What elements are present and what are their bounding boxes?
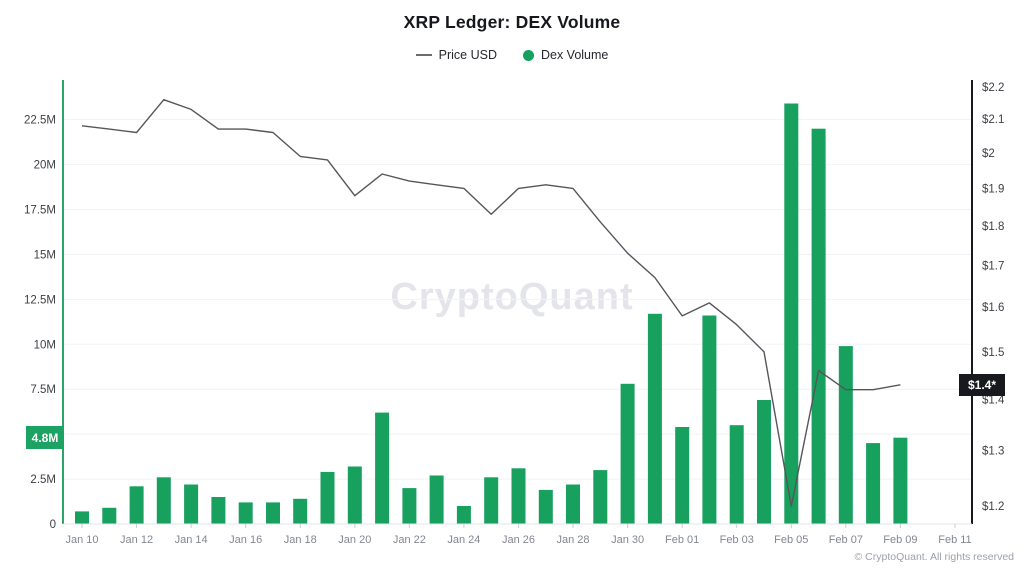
left-axis-tick-label: 20M (34, 160, 56, 172)
x-tick-label: Jan 20 (338, 534, 371, 546)
volume-bar (238, 502, 253, 524)
legend: Price USD Dex Volume (0, 48, 1024, 62)
volume-bar (456, 506, 471, 524)
price-line (81, 98, 901, 507)
x-tick-label: Feb 11 (938, 534, 971, 546)
right-axis-tick-label: $2 (982, 148, 995, 160)
line-swatch-icon (415, 54, 432, 56)
dot-swatch-icon (522, 49, 534, 61)
x-tick-label: Jan 26 (502, 534, 535, 546)
current-price-badge: $1.4* (959, 374, 1005, 396)
volume-bar (347, 466, 362, 524)
x-tick-label: Jan 24 (447, 534, 480, 546)
volume-bar (866, 443, 881, 524)
x-tick-label: Jan 18 (284, 534, 317, 546)
x-tick-label: Jan 30 (611, 534, 644, 546)
right-axis-tick-label: $1.9 (982, 183, 1004, 195)
volume-bar (784, 103, 799, 524)
left-axis-tick-label: 17.5M (24, 205, 56, 217)
volume-bar (266, 502, 280, 524)
right-axis-tick-label: $1.2 (982, 501, 1004, 513)
copyright: © CryptoQuant. All rights reserved (854, 551, 1014, 563)
volume-bar (184, 484, 199, 524)
volume-bar (675, 427, 690, 524)
left-axis-tick-label: 12.5M (24, 294, 56, 306)
volume-bar (729, 425, 744, 524)
volume-bar (102, 507, 117, 524)
left-axis-tick-label: 10M (34, 339, 56, 351)
left-axis-tick-label: 22.5M (24, 115, 56, 127)
volume-bar (593, 470, 608, 524)
left-axis-tick-label: 15M (34, 249, 56, 261)
x-tick-label: Jan 10 (65, 534, 98, 546)
right-axis-tick-label: $2.2 (982, 82, 1004, 94)
volume-bar (620, 383, 635, 524)
watermark: CryptoQuant (390, 276, 634, 318)
legend-label-price: Price USD (438, 48, 497, 62)
legend-label-volume: Dex Volume (540, 48, 609, 62)
right-axis-tick-label: $1.6 (982, 302, 1004, 314)
volume-bar (375, 412, 390, 524)
volume-bar (320, 471, 335, 524)
current-volume-badge: 4.8M (26, 426, 64, 449)
x-tick-label: Feb 05 (774, 534, 808, 546)
right-axis-tick-label: $1.7 (982, 260, 1004, 272)
x-tick-label: Feb 09 (883, 534, 917, 546)
left-axis-tick-label: 2.5M (30, 474, 56, 486)
right-axis-tick-label: $1.4 (982, 394, 1005, 406)
volume-bar (811, 128, 826, 524)
left-axis-tick-label: 7.5M (30, 384, 56, 396)
legend-item-volume[interactable]: Dex Volume (522, 48, 609, 62)
x-tick-label: Jan 22 (393, 534, 426, 546)
volume-bar (566, 484, 580, 524)
x-tick-label: Jan 28 (557, 534, 590, 546)
volume-bar (893, 437, 908, 524)
x-tick-label: Jan 14 (175, 534, 208, 546)
volume-bar (429, 475, 444, 524)
volume-bar (511, 468, 526, 524)
volume-bar (484, 477, 499, 524)
volume-bar (129, 486, 144, 524)
x-tick-label: Feb 03 (720, 534, 754, 546)
x-tick-label: Jan 16 (229, 534, 262, 546)
volume-bar (647, 313, 662, 524)
volume-bar (402, 488, 417, 524)
legend-item-price[interactable]: Price USD (415, 48, 497, 62)
volume-bar (75, 511, 89, 524)
right-axis-tick-label: $1.5 (982, 347, 1004, 359)
x-tick-label: Feb 01 (665, 534, 699, 546)
volume-bar (211, 497, 226, 524)
right-axis-tick-label: $2.1 (982, 114, 1004, 126)
right-axis-tick-label: $1.3 (982, 446, 1004, 458)
x-tick-label: Jan 12 (120, 534, 153, 546)
chart-title: XRP Ledger: DEX Volume (403, 12, 621, 32)
x-tick-label: Feb 07 (829, 534, 863, 546)
volume-bar (538, 489, 553, 524)
volume-bar (702, 315, 717, 524)
right-axis-tick-label: $1.8 (982, 221, 1004, 233)
volume-bar (156, 477, 171, 524)
left-axis-tick-label: 0 (50, 519, 56, 531)
volume-bar (838, 346, 853, 524)
volume-bar (293, 498, 308, 524)
volume-bar (757, 400, 771, 524)
